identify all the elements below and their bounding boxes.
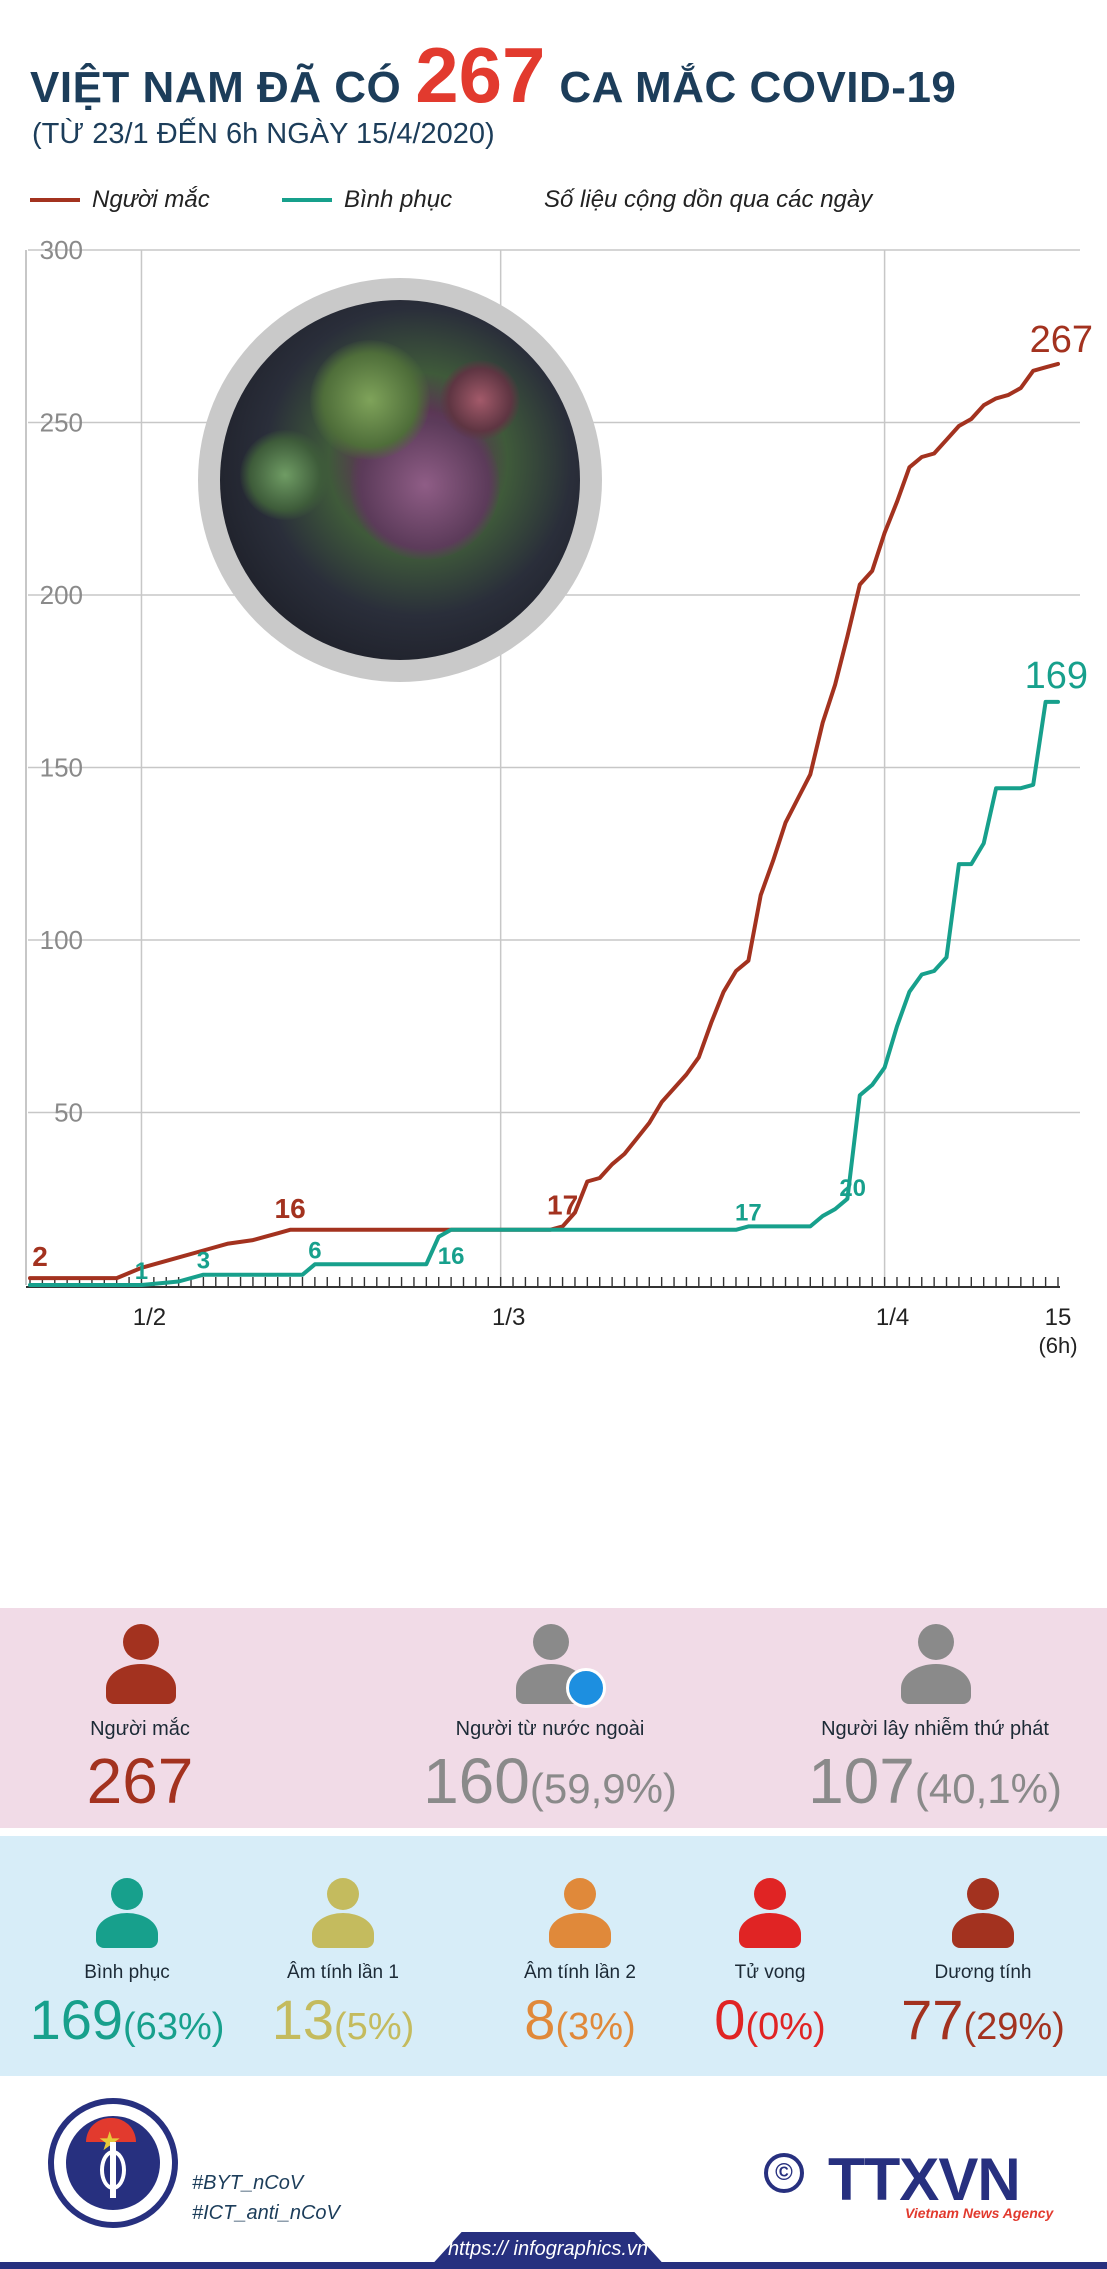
recovered-data-label: 6 — [308, 1237, 321, 1264]
person-globe-icon — [510, 1624, 606, 1708]
snake-icon — [100, 2150, 126, 2190]
y-tick-label: 150 — [40, 753, 83, 783]
legend-swatch-recovered — [282, 198, 332, 202]
stat-percent: (63%) — [123, 2006, 225, 2048]
stat-label: Người mắc — [90, 1718, 190, 1740]
infected-data-label: 16 — [275, 1193, 306, 1224]
virus-photo — [220, 300, 580, 660]
legend-label-infected: Người mắc — [92, 186, 210, 213]
stat-label: Người từ nước ngoài — [455, 1718, 645, 1740]
legend-note-text: Số liệu cộng dồn qua các ngày — [544, 186, 873, 213]
stat-value: 169 — [29, 1988, 124, 2051]
stat-value: 107 — [808, 1745, 915, 1817]
person-icon — [735, 1878, 805, 1948]
recovered-data-label: 20 — [839, 1175, 866, 1202]
stat-percent: (5%) — [334, 2006, 415, 2048]
infected-data-label: 2 — [32, 1241, 48, 1272]
stat-negative-twice: Âm tính lần 2 8(3%) — [487, 1878, 673, 2048]
agency-logo: TTXVN — [828, 2146, 1021, 2213]
stat-imported-cases: Người từ nước ngoài 160(59,9%) — [380, 1624, 720, 1813]
ministry-of-health-logo: ★ — [48, 2098, 178, 2228]
y-tick-label: 300 — [40, 235, 83, 265]
legend-item-infected: Người mắc — [30, 186, 210, 214]
legend-swatch-infected — [30, 198, 80, 202]
legend-label-recovered: Bình phục — [344, 186, 453, 213]
x-tick-sublabel: (6h) — [1038, 1333, 1077, 1358]
stat-value: 13 — [271, 1988, 335, 2051]
recovered-data-label: 3 — [197, 1248, 210, 1275]
stat-percent: (29%) — [963, 2006, 1065, 2048]
title-part2: CA MẮC COVID-19 — [559, 63, 957, 112]
stat-percent: (59,9%) — [529, 1765, 677, 1812]
stat-label: Âm tính lần 1 — [287, 1962, 399, 1983]
recovered-data-label: 1 — [135, 1258, 148, 1285]
stat-percent: (3%) — [555, 2006, 636, 2048]
legend-item-recovered: Bình phục — [282, 186, 452, 214]
stat-value: 0 — [714, 1988, 746, 2051]
stat-value: 77 — [901, 1988, 964, 2051]
stat-value: 267 — [86, 1745, 194, 1817]
recovered-data-label: 169 — [1025, 655, 1088, 697]
stat-value: 8 — [524, 1988, 556, 2051]
cases-summary-panel: Người mắc 267 Người từ nước ngoài 160(59… — [0, 1608, 1107, 1828]
y-tick-label: 50 — [54, 1098, 83, 1128]
title-number: 267 — [415, 31, 546, 119]
stat-label: Dương tính — [934, 1962, 1032, 1983]
hashtag-ict[interactable]: #ICT_anti_nCoV — [192, 2202, 340, 2224]
stat-total-cases: Người mắc 267 — [50, 1624, 230, 1813]
virus-image — [198, 278, 602, 682]
agency-subtitle: Vietnam News Agency — [905, 2205, 1054, 2221]
recovered-data-label: 16 — [438, 1243, 465, 1270]
title-part1: VIỆT NAM ĐÃ CÓ — [30, 63, 402, 112]
stat-positive: Dương tính 77(29%) — [880, 1878, 1086, 2048]
infected-data-label: 267 — [1030, 319, 1093, 361]
bottom-line — [0, 2262, 1107, 2269]
chart-legend: Người mắc Bình phục Số liệu cộng dồn qua… — [30, 186, 1090, 222]
y-tick-label: 200 — [40, 580, 83, 610]
source-url[interactable]: https:// infographics.vn — [447, 2238, 649, 2260]
hashtags: #BYT_nCoV #ICT_anti_nCoV — [192, 2168, 340, 2228]
legend-note: Số liệu cộng dồn qua các ngày — [544, 186, 872, 214]
infected-data-label: 17 — [547, 1189, 578, 1220]
person-icon — [308, 1878, 378, 1948]
page-title: VIỆT NAM ĐÃ CÓ 267 CA MẮC COVID-19 — [30, 30, 957, 119]
person-icon — [100, 1624, 180, 1704]
stat-negative-once: Âm tính lần 1 13(5%) — [250, 1878, 436, 2048]
stat-label: Người lây nhiễm thứ phát — [821, 1718, 1049, 1740]
stat-recovered: Bình phục 169(63%) — [14, 1878, 240, 2048]
person-icon — [92, 1878, 162, 1948]
recovered-data-label: 17 — [735, 1199, 762, 1226]
page-subtitle: (TỪ 23/1 ĐẾN 6h NGÀY 15/4/2020) — [32, 118, 495, 150]
stat-percent: (0%) — [745, 2006, 826, 2048]
y-tick-label: 100 — [40, 925, 83, 955]
stat-label: Âm tính lần 2 — [524, 1962, 636, 1983]
stat-value: 160 — [423, 1745, 530, 1817]
copyright-icon: © — [764, 2153, 804, 2193]
recovered-series-line — [28, 699, 1060, 1287]
x-tick-label: 1/2 — [133, 1304, 166, 1331]
person-icon — [948, 1878, 1018, 1948]
person-icon — [545, 1878, 615, 1948]
stat-percent: (40,1%) — [914, 1765, 1062, 1812]
hashtag-byt[interactable]: #BYT_nCoV — [192, 2172, 304, 2194]
y-tick-label: 250 — [40, 408, 83, 438]
outcome-summary-panel: Bình phục 169(63%) Âm tính lần 1 13(5%) … — [0, 1836, 1107, 2076]
x-tick-label: 1/3 — [492, 1304, 525, 1331]
stat-label: Bình phục — [84, 1962, 170, 1983]
stat-label: Tử vong — [734, 1962, 806, 1983]
x-tick-label: 15 — [1045, 1304, 1072, 1331]
x-tick-label: 1/4 — [876, 1304, 909, 1331]
stat-secondary-cases: Người lây nhiễm thứ phát 107(40,1%) — [775, 1624, 1095, 1813]
infected-series-line — [28, 361, 1060, 1281]
globe-icon — [566, 1668, 606, 1708]
stat-deaths: Tử vong 0(0%) — [680, 1878, 860, 2048]
person-icon — [895, 1624, 975, 1704]
